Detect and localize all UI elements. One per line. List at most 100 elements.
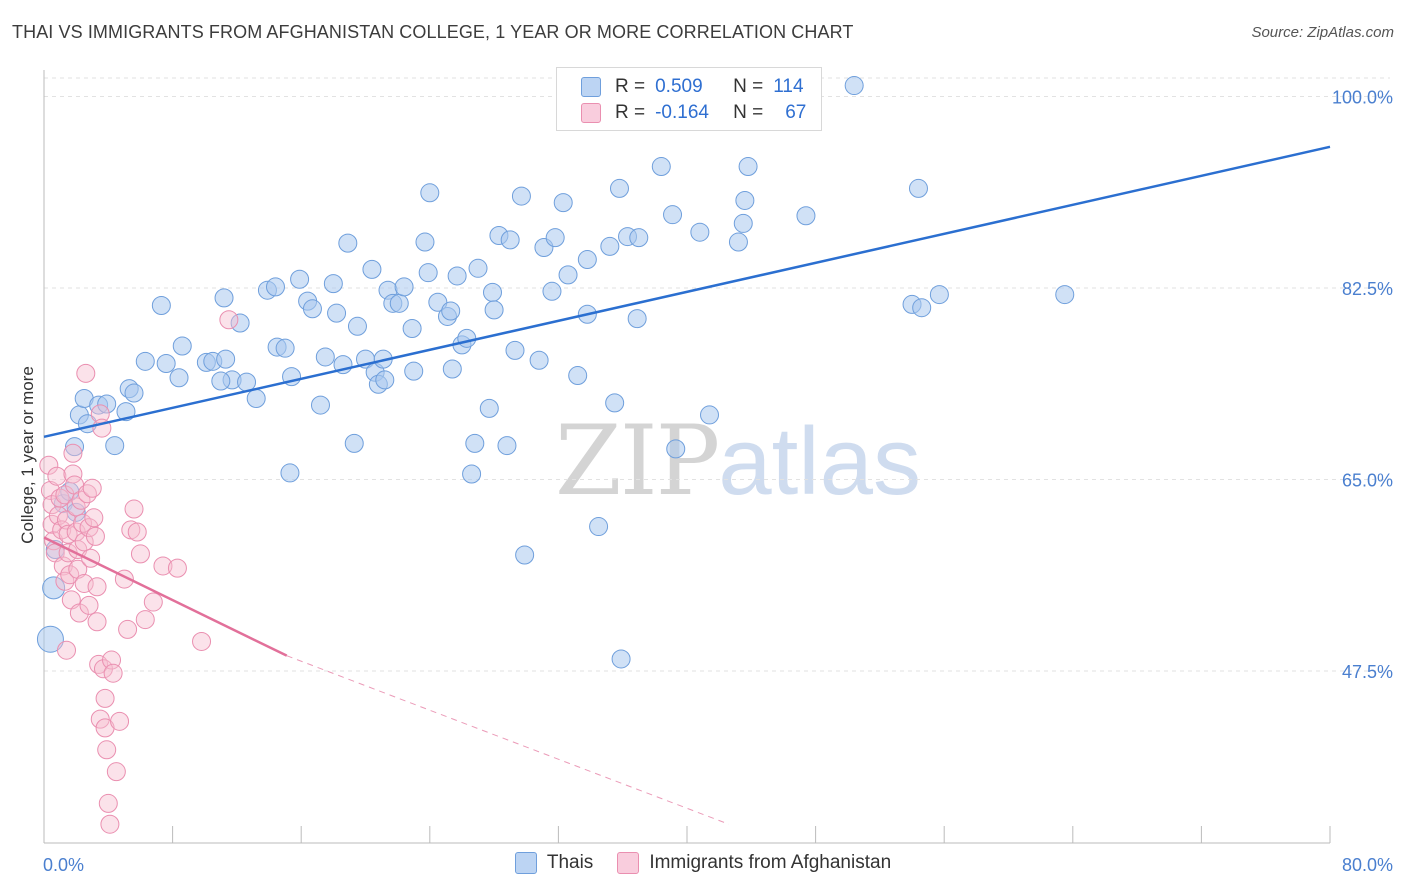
thais-point	[468, 258, 488, 278]
afghanistan-point	[58, 524, 78, 544]
legend-swatch-thais	[581, 77, 601, 97]
thais-point	[611, 649, 631, 669]
thais-point	[605, 393, 625, 413]
thais-point	[65, 437, 85, 457]
afghanistan-point	[47, 466, 67, 486]
afghanistan-trend-line	[43, 536, 288, 657]
thais-point	[663, 205, 683, 225]
thais-point	[728, 232, 748, 252]
thais-point	[738, 157, 758, 177]
thais-point	[529, 350, 549, 370]
afghanistan-point	[90, 404, 110, 424]
legend-n-label: N =	[733, 76, 764, 97]
afghanistan-point	[74, 532, 94, 552]
thais-point	[912, 298, 932, 318]
afghanistan-point	[95, 688, 115, 708]
thais-point	[929, 285, 949, 305]
afghanistan-point	[153, 556, 173, 576]
afghanistan-point	[69, 603, 89, 623]
legend-label-afghanistan: Immigrants from Afghanistan	[649, 852, 892, 873]
thais-point	[577, 250, 597, 270]
thais-point	[462, 464, 482, 484]
legend-r-value: -0.164	[655, 102, 709, 123]
thais-point	[733, 213, 753, 233]
afghanistan-point	[63, 443, 83, 463]
afghanistan-point	[192, 631, 212, 651]
thais-point	[442, 359, 462, 379]
afghanistan-point	[87, 577, 107, 597]
afghanistan-trend-extension	[286, 655, 729, 825]
thais-trend-line	[43, 145, 1331, 439]
thais-point	[169, 368, 189, 388]
thais-point	[280, 463, 300, 483]
correlation-legend: R = 0.509 N = 114 R = -0.164 N = 67	[556, 67, 822, 131]
legend-r-label: R =	[615, 76, 646, 97]
y-tick-label: 100.0%	[1332, 88, 1393, 108]
legend-r-label: R =	[615, 102, 646, 123]
thais-point	[1055, 285, 1075, 305]
legend-row-thais: R = 0.509 N = 114	[581, 75, 804, 99]
afghanistan-point	[74, 573, 94, 593]
thais-point	[447, 266, 467, 286]
legend-item-thais: Thais	[514, 852, 594, 874]
thais-point	[500, 230, 520, 250]
afghanistan-point	[39, 455, 59, 475]
watermark-zip: ZIP	[555, 405, 720, 517]
thais-point	[418, 263, 438, 283]
thais-point	[394, 277, 414, 297]
afghanistan-point	[167, 558, 187, 578]
afghanistan-point	[124, 499, 144, 519]
afghanistan-point	[57, 640, 77, 660]
thais-point	[156, 354, 176, 374]
legend-swatch-afghanistan	[617, 852, 640, 874]
thais-point	[375, 370, 395, 390]
thais-point	[484, 300, 504, 320]
thais-point	[465, 433, 485, 453]
thais-point	[237, 372, 257, 392]
thais-point	[482, 282, 502, 302]
afghanistan-point	[106, 762, 126, 782]
afghanistan-point	[68, 559, 88, 579]
thais-point	[151, 296, 171, 316]
afghanistan-point	[40, 480, 60, 500]
legend-swatch-thais	[514, 852, 537, 874]
thais-point	[511, 186, 531, 206]
thais-point	[568, 366, 588, 386]
afghanistan-point	[100, 814, 120, 834]
thais-point	[558, 265, 578, 285]
thais-point	[420, 183, 440, 203]
afghanistan-point	[42, 495, 62, 515]
thais-point	[172, 336, 192, 356]
afghanistan-point	[90, 709, 110, 729]
thais-point	[327, 303, 347, 323]
thais-point	[404, 361, 424, 381]
legend-n-value: 67	[785, 102, 807, 123]
thais-point	[844, 76, 864, 96]
series-legend: Thais Immigrants from Afghanistan	[0, 852, 1406, 874]
y-tick-label: 82.5%	[1342, 279, 1393, 299]
thais-point	[609, 178, 629, 198]
afghanistan-point	[103, 663, 123, 683]
legend-row-afghanistan: R = -0.164 N = 67	[581, 101, 806, 125]
thais-point	[479, 398, 499, 418]
thais-point	[666, 439, 686, 459]
afghanistan-point	[219, 310, 239, 330]
legend-swatch-afghanistan	[581, 103, 601, 123]
thais-point	[230, 313, 250, 333]
thais-point	[389, 293, 409, 313]
thais-point	[700, 405, 720, 425]
legend-item-afghanistan: Immigrants from Afghanistan	[617, 852, 891, 874]
thais-point	[735, 190, 755, 210]
thais-point	[36, 625, 64, 653]
x-tick-label: 80.0%	[1342, 855, 1393, 875]
watermark-atlas: atlas	[718, 408, 921, 515]
afghanistan-point	[143, 592, 163, 612]
thais-point	[275, 338, 295, 358]
thais-point	[323, 274, 343, 294]
thais-point	[97, 394, 117, 414]
legend-label-thais: Thais	[546, 852, 594, 873]
thais-point	[497, 436, 517, 456]
thais-point	[347, 316, 367, 336]
thais-point	[627, 309, 647, 329]
afghanistan-point	[118, 619, 138, 639]
